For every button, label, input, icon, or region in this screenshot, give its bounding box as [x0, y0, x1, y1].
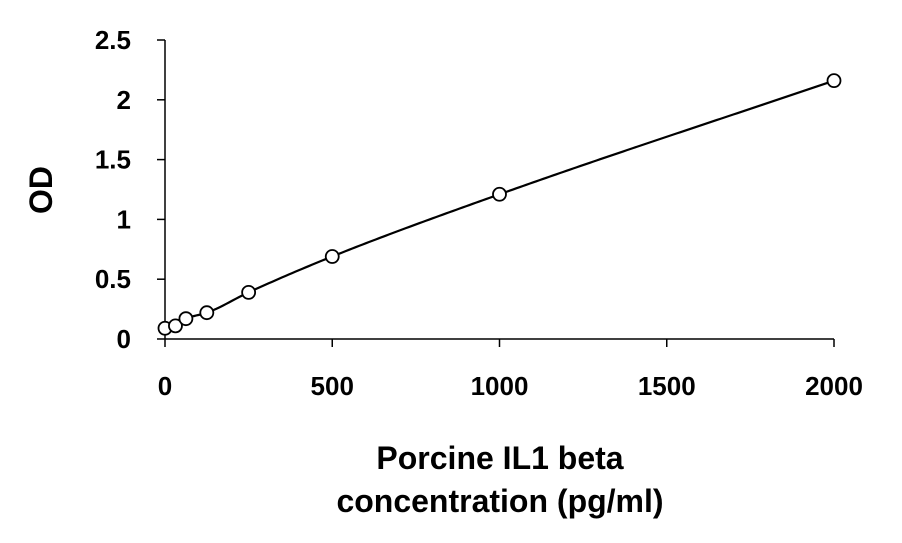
fit-curve-layer — [164, 79, 835, 330]
y-tick-label: 0 — [117, 324, 131, 354]
data-point — [241, 284, 257, 300]
x-tick-label: 0 — [158, 371, 172, 401]
y-tick-label: 1 — [117, 204, 131, 234]
data-point — [492, 186, 507, 202]
data-points-layer — [157, 73, 842, 336]
data-point — [199, 305, 215, 321]
y-axis-label: OD — [23, 166, 59, 214]
y-tick-label: 0.5 — [95, 264, 131, 294]
fit-curve — [164, 79, 835, 330]
x-axis-label-line-2: concentration (pg/ml) — [336, 483, 663, 519]
data-point — [826, 73, 842, 89]
axes: 0 0.5 1 1.5 2 2.5 0 500 1000 1500 2000 — [95, 25, 863, 401]
y-tick-label: 1.5 — [95, 145, 131, 175]
y-tick-label: 2 — [117, 85, 131, 115]
x-tick-label: 500 — [311, 371, 354, 401]
data-point — [324, 249, 340, 264]
data-point — [178, 311, 194, 327]
x-tick-label: 1000 — [471, 371, 529, 401]
labels-layer: OD Porcine IL1 beta concentration (pg/ml… — [23, 166, 664, 519]
data-point — [168, 318, 183, 334]
y-tick-label: 2.5 — [95, 25, 131, 55]
x-tick-label: 2000 — [805, 371, 863, 401]
x-tick-label: 1500 — [638, 371, 696, 401]
x-axis-label-line-1: Porcine IL1 beta — [376, 440, 623, 476]
